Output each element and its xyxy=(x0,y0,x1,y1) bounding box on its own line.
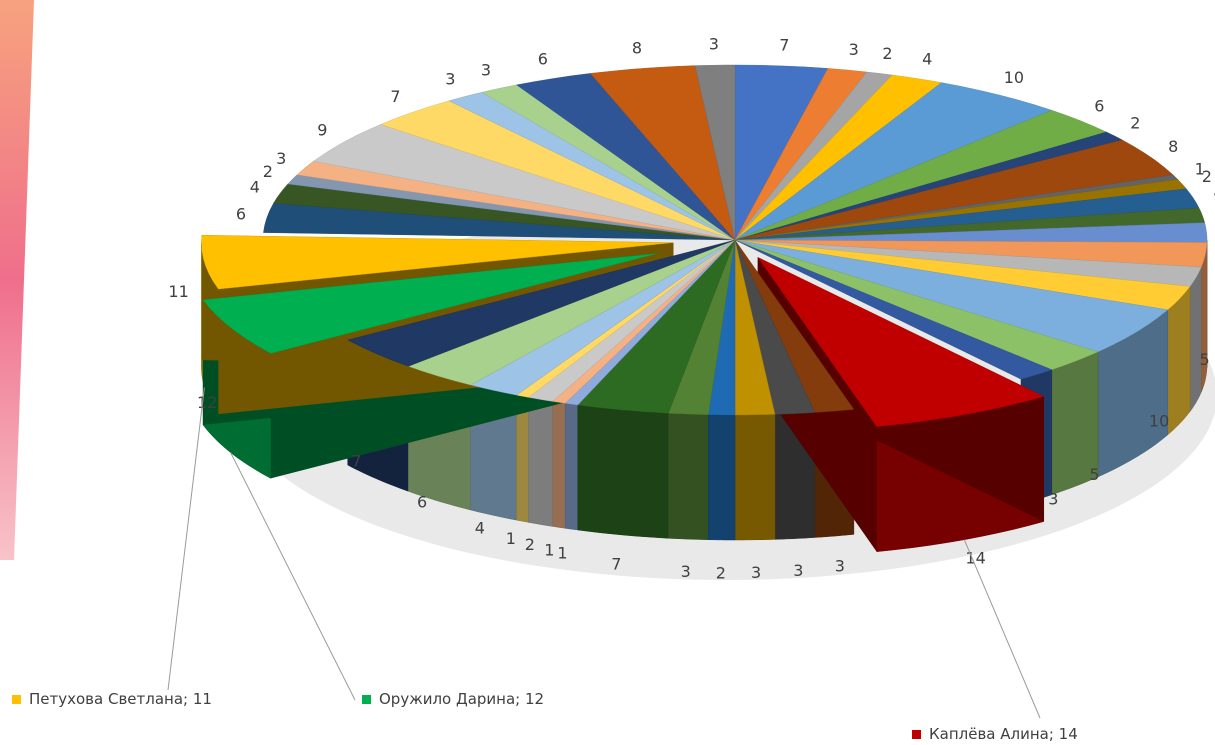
value-label-43: 6 xyxy=(538,50,548,69)
value-label-23: 2 xyxy=(716,563,726,582)
callout-swatch-kapleva xyxy=(912,729,921,739)
value-label-33: 12 xyxy=(197,393,217,412)
value-label-5: 6 xyxy=(1094,97,1104,116)
value-label-42: 3 xyxy=(481,61,491,80)
pie-slice-7 xyxy=(734,139,1174,241)
leader-line-33 xyxy=(230,452,356,701)
value-label-30: 4 xyxy=(475,518,485,537)
pie-slice-39 xyxy=(312,124,736,241)
value-label-28: 2 xyxy=(525,535,535,554)
pie-wall-22 xyxy=(734,414,776,541)
value-label-27: 1 xyxy=(544,540,554,559)
pie-slice-4 xyxy=(734,82,1053,241)
value-label-44: 8 xyxy=(632,38,642,57)
pie-slice-44 xyxy=(589,65,736,241)
value-label-18: 3 xyxy=(1048,490,1058,509)
value-label-19: 14 xyxy=(965,549,985,568)
value-label-21: 3 xyxy=(793,561,803,580)
leader-line-19 xyxy=(963,539,1041,719)
value-label-37: 2 xyxy=(263,162,273,181)
value-label-39: 9 xyxy=(317,120,327,139)
pie-wall-24 xyxy=(668,413,709,540)
pie-wall-25 xyxy=(577,404,669,539)
pie-wall-15 xyxy=(1167,285,1191,436)
pie-slice-45 xyxy=(694,64,736,241)
pie-slice-16 xyxy=(734,239,1169,353)
value-label-26: 1 xyxy=(557,544,567,563)
value-label-25: 7 xyxy=(611,554,621,573)
value-label-38: 3 xyxy=(276,149,286,168)
pie-slice-34 xyxy=(201,234,674,290)
value-label-0: 7 xyxy=(779,36,789,55)
value-label-45: 3 xyxy=(709,35,719,54)
callout-text-petukhova: Петухова Светлана; 11 xyxy=(29,690,212,708)
value-label-20: 3 xyxy=(835,556,845,575)
callout-text-oruzhilo: Оружило Дарина; 12 xyxy=(379,690,545,708)
value-label-6: 2 xyxy=(1130,114,1140,133)
pie-wall-26 xyxy=(564,403,579,531)
value-label-1: 3 xyxy=(849,40,859,59)
decorative-stripe xyxy=(0,0,34,560)
value-label-24: 3 xyxy=(681,562,691,581)
pie-wall-23 xyxy=(708,414,736,541)
value-label-2: 2 xyxy=(882,44,892,63)
callout-swatch-petukhova xyxy=(12,694,21,704)
value-label-29: 1 xyxy=(506,529,516,548)
value-label-15: 5 xyxy=(1200,350,1210,369)
callout-slice-petukhova: Петухова Светлана; 11 xyxy=(12,690,212,708)
pie-slice-19 xyxy=(757,256,1045,427)
value-label-17: 5 xyxy=(1089,465,1099,484)
callout-swatch-oruzhilo xyxy=(362,694,371,704)
value-label-34: 11 xyxy=(168,282,188,301)
callout-text-kapleva: Каплёва Алина; 14 xyxy=(929,725,1078,743)
callout-slice-kapleva: Каплёва Алина; 14 xyxy=(912,725,1078,743)
pie-slice-32 xyxy=(347,239,736,367)
value-label-35: 6 xyxy=(236,205,246,224)
value-label-3: 4 xyxy=(922,50,932,69)
value-label-10: 4 xyxy=(1214,183,1215,202)
value-label-31: 6 xyxy=(417,493,427,512)
value-label-22: 3 xyxy=(751,563,761,582)
value-label-32: 7 xyxy=(351,452,361,471)
value-label-16: 10 xyxy=(1149,411,1169,430)
value-label-41: 3 xyxy=(445,70,455,89)
value-label-36: 4 xyxy=(250,178,260,197)
pie-wall-28 xyxy=(528,397,554,527)
leader-line-34 xyxy=(167,387,205,691)
value-label-4: 10 xyxy=(1004,68,1024,87)
value-label-9: 2 xyxy=(1202,167,1212,186)
pie-wall-14 xyxy=(1189,266,1202,413)
value-label-40: 7 xyxy=(390,87,400,106)
callout-slice-oruzhilo: Оружило Дарина; 12 xyxy=(362,690,544,708)
pie-slice-33 xyxy=(202,253,659,354)
pie-slice-18 xyxy=(734,239,1053,380)
value-label-7: 8 xyxy=(1168,137,1178,156)
pie-wall-27 xyxy=(552,401,566,529)
value-label-8: 1 xyxy=(1195,159,1205,178)
